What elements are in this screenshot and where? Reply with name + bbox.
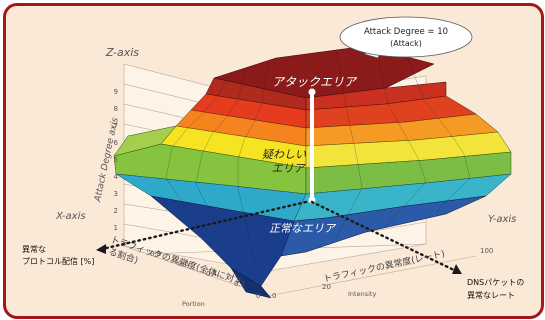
z-tick-label: 9 xyxy=(114,88,118,96)
surface-attack-plateau xyxy=(205,45,447,111)
intensity-axis-name: Intensity xyxy=(348,290,376,298)
attack-degree-callout: Attack Degree = 10 (Attack) xyxy=(339,16,473,59)
y-tick-label: 20 xyxy=(322,283,331,291)
dotted-arrows xyxy=(100,200,458,273)
z-tick-label: 7 xyxy=(114,122,118,130)
z-tick-label: 4 xyxy=(114,173,119,181)
z-tick-label: 1 xyxy=(114,224,118,232)
x-tick-label: 0.8 xyxy=(150,250,161,258)
left-arrowhead xyxy=(96,244,106,254)
figure-frame: Attack Degree = 10 (Attack) アタックエリア 疑わしい… xyxy=(3,3,544,319)
attack-area-label: アタックエリア xyxy=(272,75,358,89)
doubtful-area-label-1: 疑わしい xyxy=(262,148,306,161)
right-annotation-line2: 異常なレート xyxy=(467,291,515,300)
surface-normal-valley xyxy=(150,195,487,299)
x-axis-label: X-axis xyxy=(55,211,86,222)
z-tick-label: 6 xyxy=(114,139,119,147)
left-annotation-line2: プロトコル配信 [%] xyxy=(22,256,94,266)
normal-area-label: 正常なエリア xyxy=(269,222,337,235)
z-axis-label: Z-axis xyxy=(105,46,139,59)
surface-mesh-lines xyxy=(165,47,471,269)
y-tick-label: 0 xyxy=(272,292,276,300)
surface-plot: Attack Degree = 10 (Attack) アタックエリア 疑わしい… xyxy=(22,16,524,308)
x-tick-labels: 0.8 0.6 0.4 0.2 0 xyxy=(150,250,260,300)
callout-line2: (Attack) xyxy=(390,39,422,48)
x-tick-label: 0.4 xyxy=(206,270,218,278)
x-tick-label: 0 xyxy=(256,292,260,300)
right-arrowhead xyxy=(452,264,462,274)
z-tick-label: 5 xyxy=(114,156,118,164)
z-tick-labels: 9 8 7 6 5 4 3 2 1 xyxy=(114,88,119,232)
y-tick-label: 100 xyxy=(480,247,493,255)
callout-line1: Attack Degree = 10 xyxy=(364,27,448,37)
left-annotation-line1: 異常な xyxy=(22,245,46,254)
x-tick-label: 0.6 xyxy=(178,260,190,268)
surface-green-band xyxy=(113,125,512,195)
portion-axis-name: Portion xyxy=(182,300,205,308)
z-tick-label: 2 xyxy=(114,207,118,215)
right-annotation-line1: DNSパケットの xyxy=(467,278,524,287)
z-tick-label: 3 xyxy=(114,190,118,198)
marker-top-dot xyxy=(308,88,316,96)
y-axis-label: Y-axis xyxy=(488,214,516,225)
doubtful-area-label-2: エリア xyxy=(272,162,307,175)
z-tick-label: 8 xyxy=(114,105,118,113)
x-tick-label: 0.2 xyxy=(234,280,245,288)
